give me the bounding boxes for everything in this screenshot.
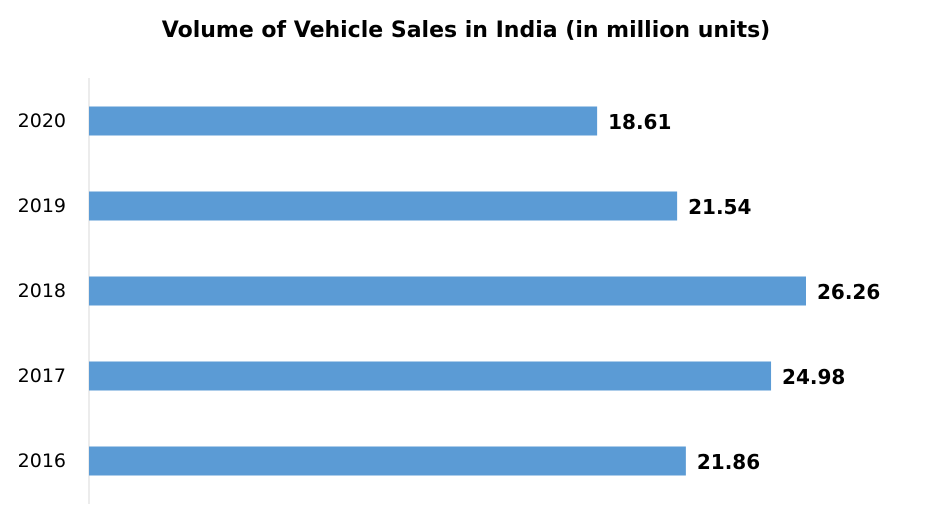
bar-2016 xyxy=(89,446,686,476)
value-label-2018: 26.26 xyxy=(817,280,880,304)
category-label-2020: 2020 xyxy=(18,110,66,132)
value-label-2019: 21.54 xyxy=(688,195,751,219)
category-label-2018: 2018 xyxy=(18,280,66,302)
value-label-2020: 18.61 xyxy=(608,110,671,134)
bar-2017 xyxy=(89,361,772,391)
category-label-group: 2020 2019 2018 2017 2016 xyxy=(18,110,66,472)
category-label-2016: 2016 xyxy=(18,450,66,472)
bar-group xyxy=(89,106,806,476)
bar-2018 xyxy=(89,276,806,306)
value-label-2016: 21.86 xyxy=(697,450,760,474)
value-label-group: 18.61 21.54 26.26 24.98 21.86 xyxy=(608,110,880,474)
category-label-2017: 2017 xyxy=(18,365,66,387)
category-label-2019: 2019 xyxy=(18,195,66,217)
chart-title: Volume of Vehicle Sales in India (in mil… xyxy=(161,18,771,43)
bar-2020 xyxy=(89,106,598,136)
value-label-2017: 24.98 xyxy=(782,365,845,389)
bar-2019 xyxy=(89,191,678,221)
